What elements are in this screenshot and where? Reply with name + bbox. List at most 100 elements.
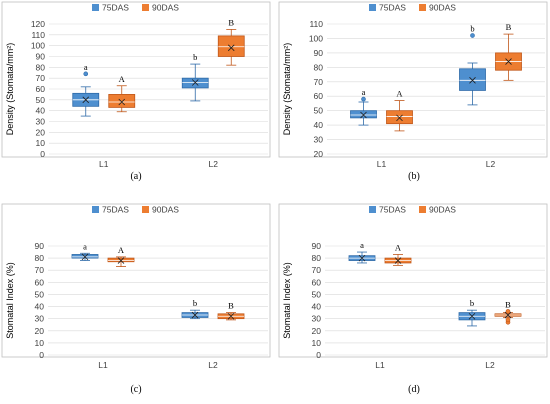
chart-panel: 20 30 40 50 60 70 80 90 100 110 Density (Stomata/m… — [278, 1, 548, 182]
y-tick-label: 100 — [309, 33, 323, 43]
outlier-point — [83, 71, 89, 77]
mean-marker — [504, 311, 512, 319]
legend-swatch — [419, 206, 426, 213]
box-body — [108, 94, 136, 108]
mean-marker — [505, 58, 512, 65]
chart-panel: 0 10 20 30 40 50 60 70 80 90 Stomatal Index (%) 75D… — [278, 203, 548, 395]
y-tick-label: 60 — [312, 277, 322, 287]
y-tick-label: 90 — [314, 48, 324, 58]
y-tick-label: 10 — [35, 338, 45, 348]
y-tick-label: 20 — [312, 326, 322, 336]
y-tick-label: 0 — [316, 350, 321, 360]
box-90DAS-L2: B — [495, 22, 522, 81]
y-tick-label: 40 — [35, 302, 45, 312]
y-tick-label: 60 — [36, 84, 46, 94]
mean-marker — [118, 98, 126, 106]
box-90DAS-L1: A — [386, 89, 413, 132]
y-tick-label: 80 — [312, 253, 322, 263]
significance-letter: B — [228, 301, 234, 311]
box-75DAS-L2: b — [459, 24, 486, 106]
y-tick-label: 10 — [312, 338, 322, 348]
mean-marker — [396, 114, 403, 122]
legend-swatch — [369, 206, 376, 213]
box-75DAS-L1: a — [71, 241, 99, 261]
box-body — [459, 68, 486, 91]
y-tick-label: 70 — [314, 77, 324, 87]
legend-label: 75DAS — [102, 3, 129, 13]
legend-label: 75DAS — [102, 205, 129, 215]
mean-marker — [358, 254, 366, 262]
box-75DAS-L2: b — [181, 298, 209, 320]
y-tick-label: 10 — [36, 138, 46, 148]
box-body — [217, 35, 245, 57]
x-tick-label: L1 — [375, 360, 385, 370]
y-tick-label: 0 — [39, 350, 44, 360]
y-tick-label: 20 — [35, 326, 45, 336]
box-75DAS-L2: b — [181, 52, 209, 102]
panel-label: (a) — [130, 171, 141, 182]
significance-letter: a — [360, 240, 364, 250]
box-75DAS-L1: a — [72, 62, 100, 117]
x-tick-label: L1 — [98, 360, 108, 370]
y-tick-label: 40 — [312, 302, 322, 312]
y-tick-label: 50 — [314, 106, 324, 116]
significance-letter: b — [193, 298, 197, 308]
legend-label: 75DAS — [379, 205, 406, 215]
outlier-point — [361, 96, 366, 102]
significance-letter: b — [470, 298, 474, 308]
box-75DAS-L1: a — [348, 240, 376, 264]
significance-letter: A — [118, 245, 125, 255]
significance-letter: a — [83, 241, 87, 251]
y-tick-label: 90 — [35, 241, 45, 251]
box-90DAS-L2: B — [217, 301, 245, 321]
legend-swatch — [142, 206, 149, 213]
y-tick-label: 40 — [36, 106, 46, 116]
y-axis-title: Density (Stomata/mm²) — [5, 43, 15, 136]
outlier-point — [470, 33, 475, 38]
y-tick-label: 90 — [36, 52, 46, 62]
y-tick-label: 30 — [312, 314, 322, 324]
legend-label: 90DAS — [152, 3, 179, 13]
legend-swatch — [419, 4, 426, 11]
chart-panel: 0 10 20 30 40 50 60 70 80 90 Stomatal Index (%) 75D… — [1, 203, 271, 395]
mean-marker — [227, 44, 235, 52]
panel-frame — [1, 203, 271, 358]
panel-label: (d) — [408, 384, 420, 395]
outlier-point — [505, 309, 511, 314]
y-axis-title: Stomatal Index (%) — [282, 262, 292, 339]
x-tick-label: L2 — [209, 159, 219, 169]
significance-letter: A — [119, 74, 126, 84]
mean-marker — [117, 257, 125, 264]
panel-frame — [278, 203, 548, 358]
y-tick-label: 70 — [36, 73, 46, 83]
y-tick-label: 110 — [309, 19, 323, 29]
y-tick-label: 80 — [36, 62, 46, 72]
y-tick-label: 30 — [314, 135, 324, 145]
legend-label: 90DAS — [429, 3, 456, 13]
y-axis-title: Stomatal Index (%) — [5, 262, 15, 339]
box-75DAS-L2: b — [458, 298, 486, 327]
box-90DAS-L1: A — [384, 242, 412, 266]
mean-marker — [468, 312, 476, 320]
mean-marker — [82, 96, 90, 104]
y-tick-label: 60 — [314, 91, 324, 101]
legend-swatch — [369, 4, 376, 11]
y-tick-label: 120 — [31, 19, 45, 29]
mean-marker — [360, 111, 367, 119]
y-tick-label: 40 — [314, 120, 324, 130]
mean-marker — [191, 311, 199, 319]
box-75DAS-L1: a — [350, 87, 377, 126]
x-tick-label: L2 — [485, 360, 495, 370]
box-90DAS-L1: A — [107, 245, 135, 267]
box-body — [386, 110, 413, 125]
mean-marker — [469, 77, 476, 84]
legend-swatch — [142, 4, 149, 11]
box-90DAS-L2: B — [494, 299, 522, 325]
x-tick-label: L2 — [208, 360, 218, 370]
y-tick-label: 20 — [314, 149, 324, 159]
mean-marker — [394, 257, 402, 264]
y-tick-label: 50 — [35, 289, 45, 299]
y-tick-label: 30 — [35, 314, 45, 324]
panel-label: (b) — [408, 171, 420, 182]
